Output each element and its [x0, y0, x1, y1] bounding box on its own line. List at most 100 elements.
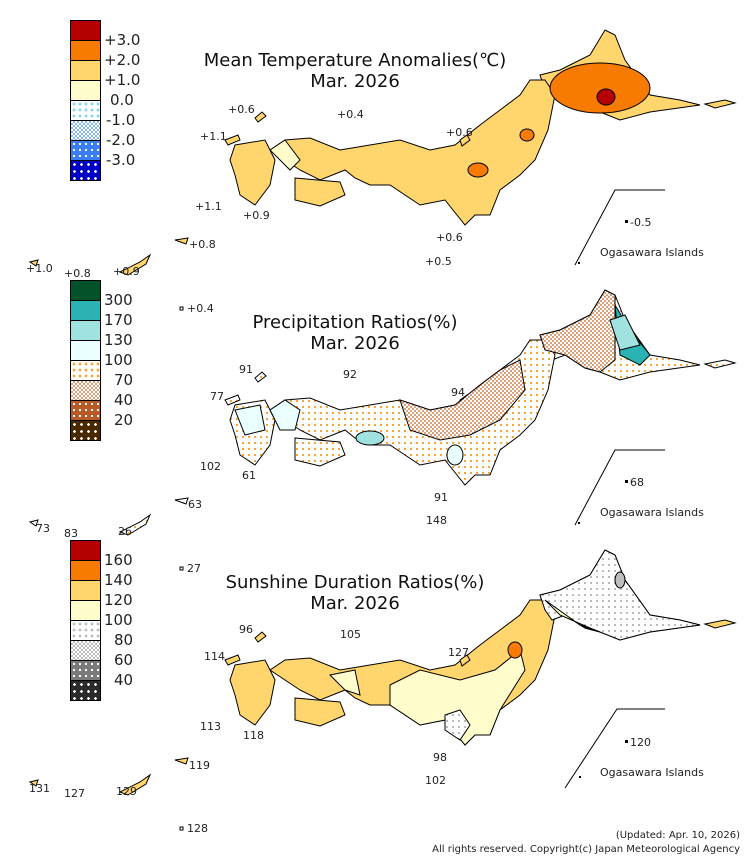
station-label: 68 — [630, 476, 644, 489]
station-label: 127 — [448, 646, 469, 659]
legend-label: -2.0 — [106, 131, 136, 149]
legend-label: 120 — [104, 591, 133, 609]
precipitation-legend: 300 170 130 100 70 40 20 — [70, 280, 133, 441]
precipitation-panel: Precipitation Ratios(%) Mar. 2026 300 170… — [0, 260, 750, 575]
station-label: 102 — [425, 774, 446, 787]
legend-swatch — [70, 361, 101, 381]
station-label: 148 — [426, 514, 447, 527]
period-text: Mar. 2026 — [310, 71, 400, 92]
temperature-panel: Mean Temperature Anomalies(℃) Mar. 2026 +… — [0, 0, 750, 315]
legend-swatch — [70, 141, 101, 161]
legend-swatch — [70, 641, 101, 661]
legend-label: 130 — [104, 331, 133, 349]
station-label: 119 — [189, 759, 210, 772]
station-label: +0.9 — [113, 265, 140, 278]
station-label: 91 — [434, 491, 448, 504]
legend-label: 40 — [114, 391, 134, 409]
updated-text: (Updated: Apr. 10, 2026) — [615, 830, 740, 841]
footer: (Updated: Apr. 10, 2026) All rights rese… — [432, 829, 740, 857]
legend-label: 160 — [104, 551, 133, 569]
legend-swatch — [70, 381, 101, 401]
legend-swatch — [70, 121, 101, 141]
temperature-map — [29, 29, 736, 311]
map-title: Precipitation Ratios(%) Mar. 2026 — [200, 312, 510, 354]
station-label: +0.6 — [436, 231, 463, 244]
legend-label: 100 — [104, 611, 133, 629]
legend-swatch — [70, 661, 101, 681]
legend-label: 70 — [114, 371, 134, 389]
station-label: 127 — [64, 787, 85, 800]
anomaly-area-plus3 — [596, 88, 616, 106]
station-label: 94 — [451, 386, 465, 399]
station-label: +1.1 — [195, 200, 222, 213]
map-title: Mean Temperature Anomalies(℃) Mar. 2026 — [200, 50, 510, 92]
anomaly-area-plus2 — [549, 62, 651, 114]
legend-label: -3.0 — [106, 151, 136, 169]
station-label: 128 — [187, 822, 208, 835]
legend-swatch — [70, 681, 101, 701]
ogasawara-inset-line — [574, 189, 665, 266]
station-label: 105 — [340, 628, 361, 641]
station-label: 113 — [200, 720, 221, 733]
legend-swatch — [70, 161, 101, 181]
legend-swatch — [70, 540, 101, 561]
station-label: 73 — [36, 522, 50, 535]
legend-label: -1.0 — [106, 111, 136, 129]
ogasawara-inset-line — [574, 449, 665, 526]
legend-swatch — [70, 421, 101, 441]
legend-label: +2.0 — [104, 51, 141, 69]
station-label: +1.1 — [200, 130, 227, 143]
period-text: Mar. 2026 — [310, 593, 400, 614]
legend-label: 20 — [114, 411, 134, 429]
station-label: +0.5 — [425, 255, 452, 268]
station-label: 61 — [242, 469, 256, 482]
legend-swatch — [70, 280, 101, 301]
legend-swatch — [70, 321, 101, 341]
sunshine-panel: Sunshine Duration Ratios(%) Mar. 2026 160… — [0, 520, 750, 835]
station-label: 98 — [433, 751, 447, 764]
legend-label: 60 — [114, 651, 134, 669]
station-label: +0.8 — [189, 238, 216, 251]
station-label: +1.0 — [26, 262, 53, 275]
legend-swatch — [70, 61, 101, 81]
legend-swatch — [70, 601, 101, 621]
legend-swatch — [70, 20, 101, 41]
station-label: 120 — [630, 736, 651, 749]
title-text: Precipitation Ratios(%) — [252, 312, 458, 333]
legend-label: 170 — [104, 311, 133, 329]
legend-label: +3.0 — [104, 31, 141, 49]
station-label: 102 — [200, 460, 221, 473]
station-label: +0.4 — [337, 108, 364, 121]
station-label: 91 — [239, 363, 253, 376]
legend-swatch — [70, 581, 101, 601]
station-label: +0.9 — [243, 209, 270, 222]
map-title: Sunshine Duration Ratios(%) Mar. 2026 — [200, 572, 510, 614]
station-label: 129 — [116, 785, 137, 798]
legend-swatch — [70, 301, 101, 321]
legend-swatch — [70, 41, 101, 61]
station-label: 131 — [29, 782, 50, 795]
legend-swatch — [70, 561, 101, 581]
station-label: +0.6 — [228, 103, 255, 116]
station-label: +0.6 — [446, 126, 473, 139]
station-label: 77 — [210, 390, 224, 403]
ogasawara-label: Ogasawara Islands — [600, 246, 704, 259]
station-label: 118 — [243, 729, 264, 742]
ogasawara-label: Ogasawara Islands — [600, 766, 704, 779]
legend-label: +1.0 — [104, 71, 141, 89]
sunshine-legend: 160 140 120 100 80 60 40 — [70, 540, 133, 701]
station-label: 63 — [188, 498, 202, 511]
station-label: +0.8 — [64, 267, 91, 280]
temperature-legend: +3.0 +2.0 +1.0 0.0 -1.0 -2.0 -3.0 — [70, 20, 140, 181]
station-label: 83 — [64, 527, 78, 540]
station-label: 92 — [343, 368, 357, 381]
station-label: 114 — [204, 650, 225, 663]
sunshine-map — [29, 549, 736, 831]
period-text: Mar. 2026 — [310, 333, 400, 354]
ogasawara-label: Ogasawara Islands — [600, 506, 704, 519]
title-text: Mean Temperature Anomalies(℃) — [203, 50, 507, 71]
legend-label: 0.0 — [110, 91, 134, 109]
station-label: -0.5 — [630, 216, 652, 229]
copyright-text: All rights reserved. Copyright(c) Japan … — [432, 844, 740, 855]
legend-swatch — [70, 81, 101, 101]
